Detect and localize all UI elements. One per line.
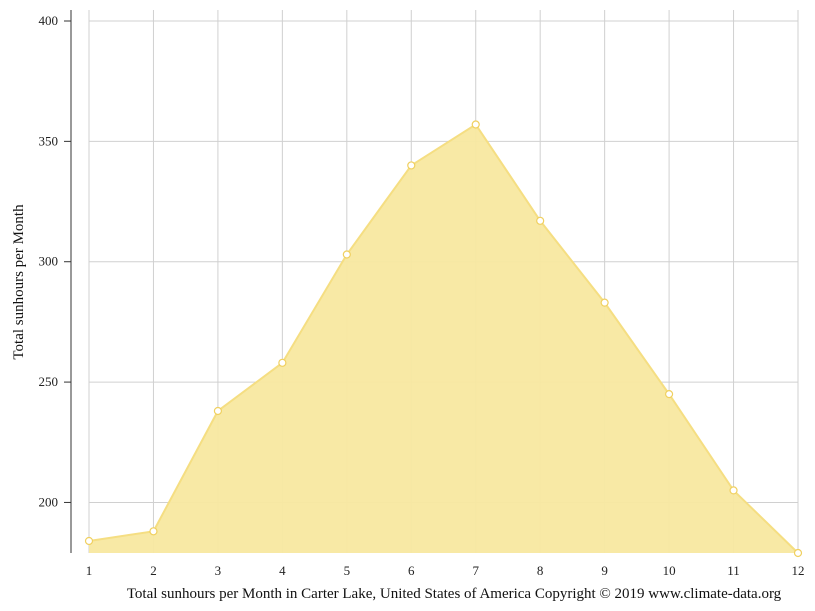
- x-tick-label: 4: [279, 563, 286, 578]
- data-point-1: [84, 536, 94, 546]
- data-point-12: [793, 548, 803, 558]
- data-point-11: [729, 486, 738, 495]
- x-tick-label: 3: [215, 563, 222, 578]
- data-point-4: [278, 358, 287, 367]
- y-tick-label: 350: [39, 133, 59, 148]
- area-fill: [89, 124, 798, 553]
- data-point-5: [342, 250, 351, 259]
- x-tick-label: 11: [727, 563, 740, 578]
- y-tick-label: 300: [39, 254, 59, 269]
- y-tick-label: 400: [39, 13, 59, 28]
- chart-caption: Total sunhours per Month in Carter Lake,…: [127, 586, 782, 602]
- x-tick-label: 9: [601, 563, 608, 578]
- x-tick-label: 2: [150, 563, 157, 578]
- data-point-2: [149, 527, 158, 536]
- x-tick-label: 10: [663, 563, 676, 578]
- data-point-3: [213, 406, 223, 416]
- data-point-9: [600, 298, 609, 307]
- x-tick-label: 12: [792, 563, 805, 578]
- x-tick-label: 5: [344, 563, 351, 578]
- x-tick-label: 6: [408, 563, 415, 578]
- y-tick-label: 250: [39, 374, 59, 389]
- y-axis-label: Total sunhours per Month: [11, 204, 27, 360]
- data-point-10: [664, 390, 674, 399]
- x-axis-ticks: 1 2 3 4 5 6 7 8 9 10 11 12: [86, 563, 805, 578]
- x-tick-label: 1: [86, 563, 93, 578]
- data-point-8: [536, 216, 545, 225]
- x-tick-label: 7: [472, 563, 479, 578]
- y-tick-label: 200: [39, 494, 59, 509]
- data-point-6: [407, 161, 416, 170]
- series-line: [88, 123, 799, 554]
- data-markers: [84, 120, 803, 558]
- x-tick-label: 8: [537, 563, 544, 578]
- data-point-7: [471, 120, 480, 129]
- y-axis-ticks: 200 250 300 350 400: [39, 13, 71, 509]
